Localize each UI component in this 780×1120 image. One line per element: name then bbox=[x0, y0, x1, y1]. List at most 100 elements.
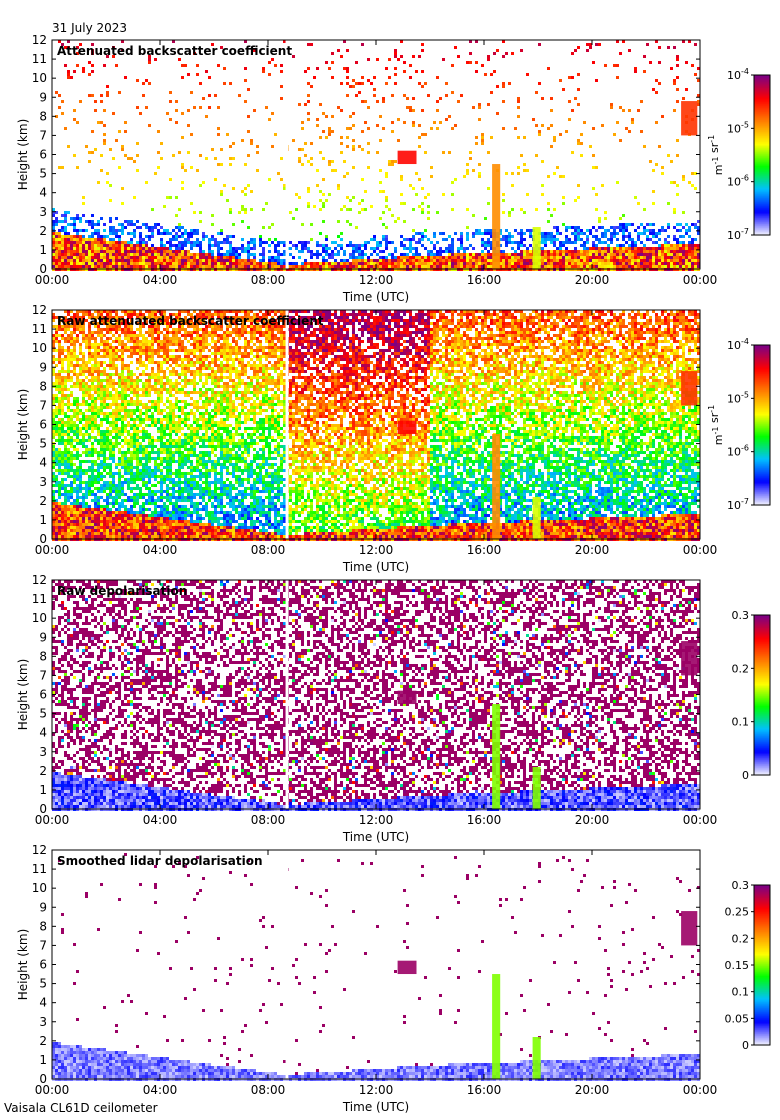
y-tick-label: 6 bbox=[39, 958, 47, 972]
x-tick-label: 12:00 bbox=[359, 543, 394, 557]
y-tick-label: 4 bbox=[39, 996, 47, 1010]
colorbar: 0 0.1 0.2 0.3 bbox=[732, 609, 771, 782]
y-tick-label: 8 bbox=[39, 919, 47, 933]
x-tick-label: 12:00 bbox=[359, 1083, 394, 1097]
y-tick-label: 6 bbox=[39, 418, 47, 432]
x-tick-label: 12:00 bbox=[359, 813, 394, 827]
colorbar-tick-label: 10-4 bbox=[727, 67, 749, 82]
x-tick-label: 00:00 bbox=[683, 543, 718, 557]
x-tick-label: 08:00 bbox=[251, 813, 286, 827]
colorbar-tick-label: 0 bbox=[742, 1039, 749, 1052]
y-tick-label: 1 bbox=[39, 783, 47, 797]
y-tick-label: 1 bbox=[39, 243, 47, 257]
colorbar-tick-label: 0.25 bbox=[725, 906, 750, 919]
y-tick-label: 10 bbox=[32, 71, 47, 85]
x-tick-label: 20:00 bbox=[575, 1083, 610, 1097]
x-tick-label: 08:00 bbox=[251, 543, 286, 557]
colorbar-tick-label: 0.2 bbox=[732, 932, 750, 945]
x-tick-label: 20:00 bbox=[575, 543, 610, 557]
x-tick-label: 04:00 bbox=[143, 273, 178, 287]
colorbar: 10-7 10-6 10-5 10-4 m-1 sr-1 bbox=[707, 337, 771, 512]
y-tick-label: 6 bbox=[39, 148, 47, 162]
colorbar-tick-label: 10-5 bbox=[727, 390, 749, 405]
colorbar-tick-label: 0.1 bbox=[732, 716, 750, 729]
x-tick-label: 00:00 bbox=[683, 1083, 718, 1097]
y-tick-label: 0 bbox=[39, 532, 47, 546]
x-tick-label: 20:00 bbox=[575, 813, 610, 827]
x-tick-label: 00:00 bbox=[683, 273, 718, 287]
y-tick-label: 2 bbox=[39, 224, 47, 238]
colorbar-tick-label: 0 bbox=[742, 769, 749, 782]
plot-area bbox=[52, 850, 700, 1079]
x-axis-label: Time (UTC) bbox=[342, 290, 409, 304]
y-tick-label: 11 bbox=[32, 52, 47, 66]
colorbar: 0 0.05 0.1 0.15 0.2 0.25 0.3 bbox=[725, 879, 771, 1052]
y-tick-label: 1 bbox=[39, 513, 47, 527]
colorbar-label: m-1 sr-1 bbox=[707, 135, 725, 175]
y-tick-label: 9 bbox=[39, 900, 47, 914]
panel-title: Attenuated backscatter coefficient bbox=[57, 44, 292, 58]
x-tick-label: 00:00 bbox=[35, 1083, 70, 1097]
x-tick-label: 16:00 bbox=[467, 1083, 502, 1097]
colorbar-tick-label: 0.1 bbox=[732, 986, 750, 999]
y-tick-label: 4 bbox=[39, 726, 47, 740]
y-tick-label: 7 bbox=[39, 398, 47, 412]
colorbar-tick-label: 10-6 bbox=[727, 444, 749, 459]
y-tick-label: 7 bbox=[39, 128, 47, 142]
y-tick-label: 8 bbox=[39, 649, 47, 663]
y-tick-label: 12 bbox=[32, 573, 47, 587]
y-tick-label: 3 bbox=[39, 1015, 47, 1029]
y-tick-label: 6 bbox=[39, 688, 47, 702]
y-tick-label: 12 bbox=[32, 303, 47, 317]
heatmap-field bbox=[52, 310, 700, 541]
colorbar-tick-label: 0.2 bbox=[732, 662, 750, 675]
x-axis-label: Time (UTC) bbox=[342, 830, 409, 844]
y-tick-label: 10 bbox=[32, 341, 47, 355]
x-tick-label: 08:00 bbox=[251, 273, 286, 287]
y-tick-label: 7 bbox=[39, 668, 47, 682]
y-tick-label: 7 bbox=[39, 938, 47, 952]
y-tick-label: 3 bbox=[39, 745, 47, 759]
y-tick-label: 0 bbox=[39, 262, 47, 276]
y-tick-label: 2 bbox=[39, 1034, 47, 1048]
data-gap bbox=[285, 310, 289, 539]
y-axis-label: Height (km) bbox=[16, 929, 30, 1000]
x-tick-label: 12:00 bbox=[359, 273, 394, 287]
y-tick-label: 9 bbox=[39, 630, 47, 644]
y-tick-label: 5 bbox=[39, 977, 47, 991]
x-tick-label: 04:00 bbox=[143, 813, 178, 827]
x-tick-label: 16:00 bbox=[467, 273, 502, 287]
panel-title: Raw attenuated backscatter coefficient bbox=[57, 314, 324, 328]
x-axis-label: Time (UTC) bbox=[342, 560, 409, 574]
y-tick-label: 3 bbox=[39, 475, 47, 489]
x-axis-label: Time (UTC) bbox=[342, 1100, 409, 1114]
colorbar-tick-label: 10-6 bbox=[727, 174, 749, 189]
y-tick-label: 5 bbox=[39, 437, 47, 451]
x-tick-label: 04:00 bbox=[143, 1083, 178, 1097]
y-axis-label: Height (km) bbox=[16, 389, 30, 460]
instrument-label: Vaisala CL61D ceilometer bbox=[4, 1101, 158, 1115]
colorbar: 10-7 10-6 10-5 10-4 m-1 sr-1 bbox=[707, 67, 771, 242]
y-tick-label: 10 bbox=[32, 611, 47, 625]
y-tick-label: 10 bbox=[32, 881, 47, 895]
colorbar-label: m-1 sr-1 bbox=[707, 405, 725, 445]
x-tick-label: 16:00 bbox=[467, 813, 502, 827]
data-gap bbox=[285, 40, 289, 269]
y-tick-label: 12 bbox=[32, 33, 47, 47]
y-tick-label: 11 bbox=[32, 862, 47, 876]
colorbar-tick-label: 0.15 bbox=[725, 959, 750, 972]
y-tick-label: 2 bbox=[39, 494, 47, 508]
heatmap-field bbox=[52, 580, 700, 811]
colorbar-tick-label: 10-7 bbox=[727, 227, 749, 242]
y-tick-label: 8 bbox=[39, 379, 47, 393]
colorbar-tick-label: 10-7 bbox=[727, 497, 749, 512]
x-tick-label: 04:00 bbox=[143, 543, 178, 557]
x-tick-label: 00:00 bbox=[35, 543, 70, 557]
x-tick-label: 08:00 bbox=[251, 1083, 286, 1097]
y-tick-label: 0 bbox=[39, 802, 47, 816]
heatmap-field bbox=[52, 40, 700, 271]
y-tick-label: 4 bbox=[39, 456, 47, 470]
panel-title: Smoothed lidar depolarisation bbox=[57, 854, 263, 868]
